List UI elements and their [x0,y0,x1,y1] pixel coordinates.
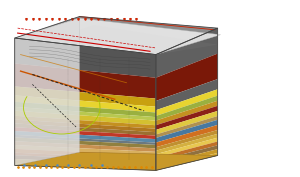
Polygon shape [156,28,218,78]
Polygon shape [15,131,156,143]
Polygon shape [15,16,217,55]
Polygon shape [156,145,218,165]
Polygon shape [15,111,156,125]
Polygon shape [15,120,156,132]
Polygon shape [15,153,156,161]
Polygon shape [156,153,218,170]
Polygon shape [15,107,156,121]
Polygon shape [15,145,156,155]
Polygon shape [156,134,218,154]
Polygon shape [44,25,217,55]
Polygon shape [15,155,156,165]
Polygon shape [156,149,218,168]
Polygon shape [156,101,218,125]
Polygon shape [15,137,156,148]
Polygon shape [15,135,156,145]
Polygon shape [156,125,218,147]
Polygon shape [15,18,80,165]
Polygon shape [156,138,218,158]
Polygon shape [156,96,218,121]
Polygon shape [156,141,218,161]
Polygon shape [156,111,218,135]
Polygon shape [15,123,156,136]
Polygon shape [156,79,218,110]
Polygon shape [15,152,217,170]
Polygon shape [15,102,156,117]
Polygon shape [15,116,156,129]
Polygon shape [156,130,218,151]
Polygon shape [15,159,156,168]
Polygon shape [15,127,156,139]
Polygon shape [15,141,156,152]
Polygon shape [156,54,218,101]
Polygon shape [15,86,156,107]
Polygon shape [15,95,156,113]
Polygon shape [156,120,218,143]
Polygon shape [156,106,218,130]
Polygon shape [15,149,156,159]
Polygon shape [15,64,156,99]
Polygon shape [15,163,156,170]
Polygon shape [15,38,156,78]
Polygon shape [15,18,220,55]
Polygon shape [156,116,218,138]
Polygon shape [156,89,218,116]
